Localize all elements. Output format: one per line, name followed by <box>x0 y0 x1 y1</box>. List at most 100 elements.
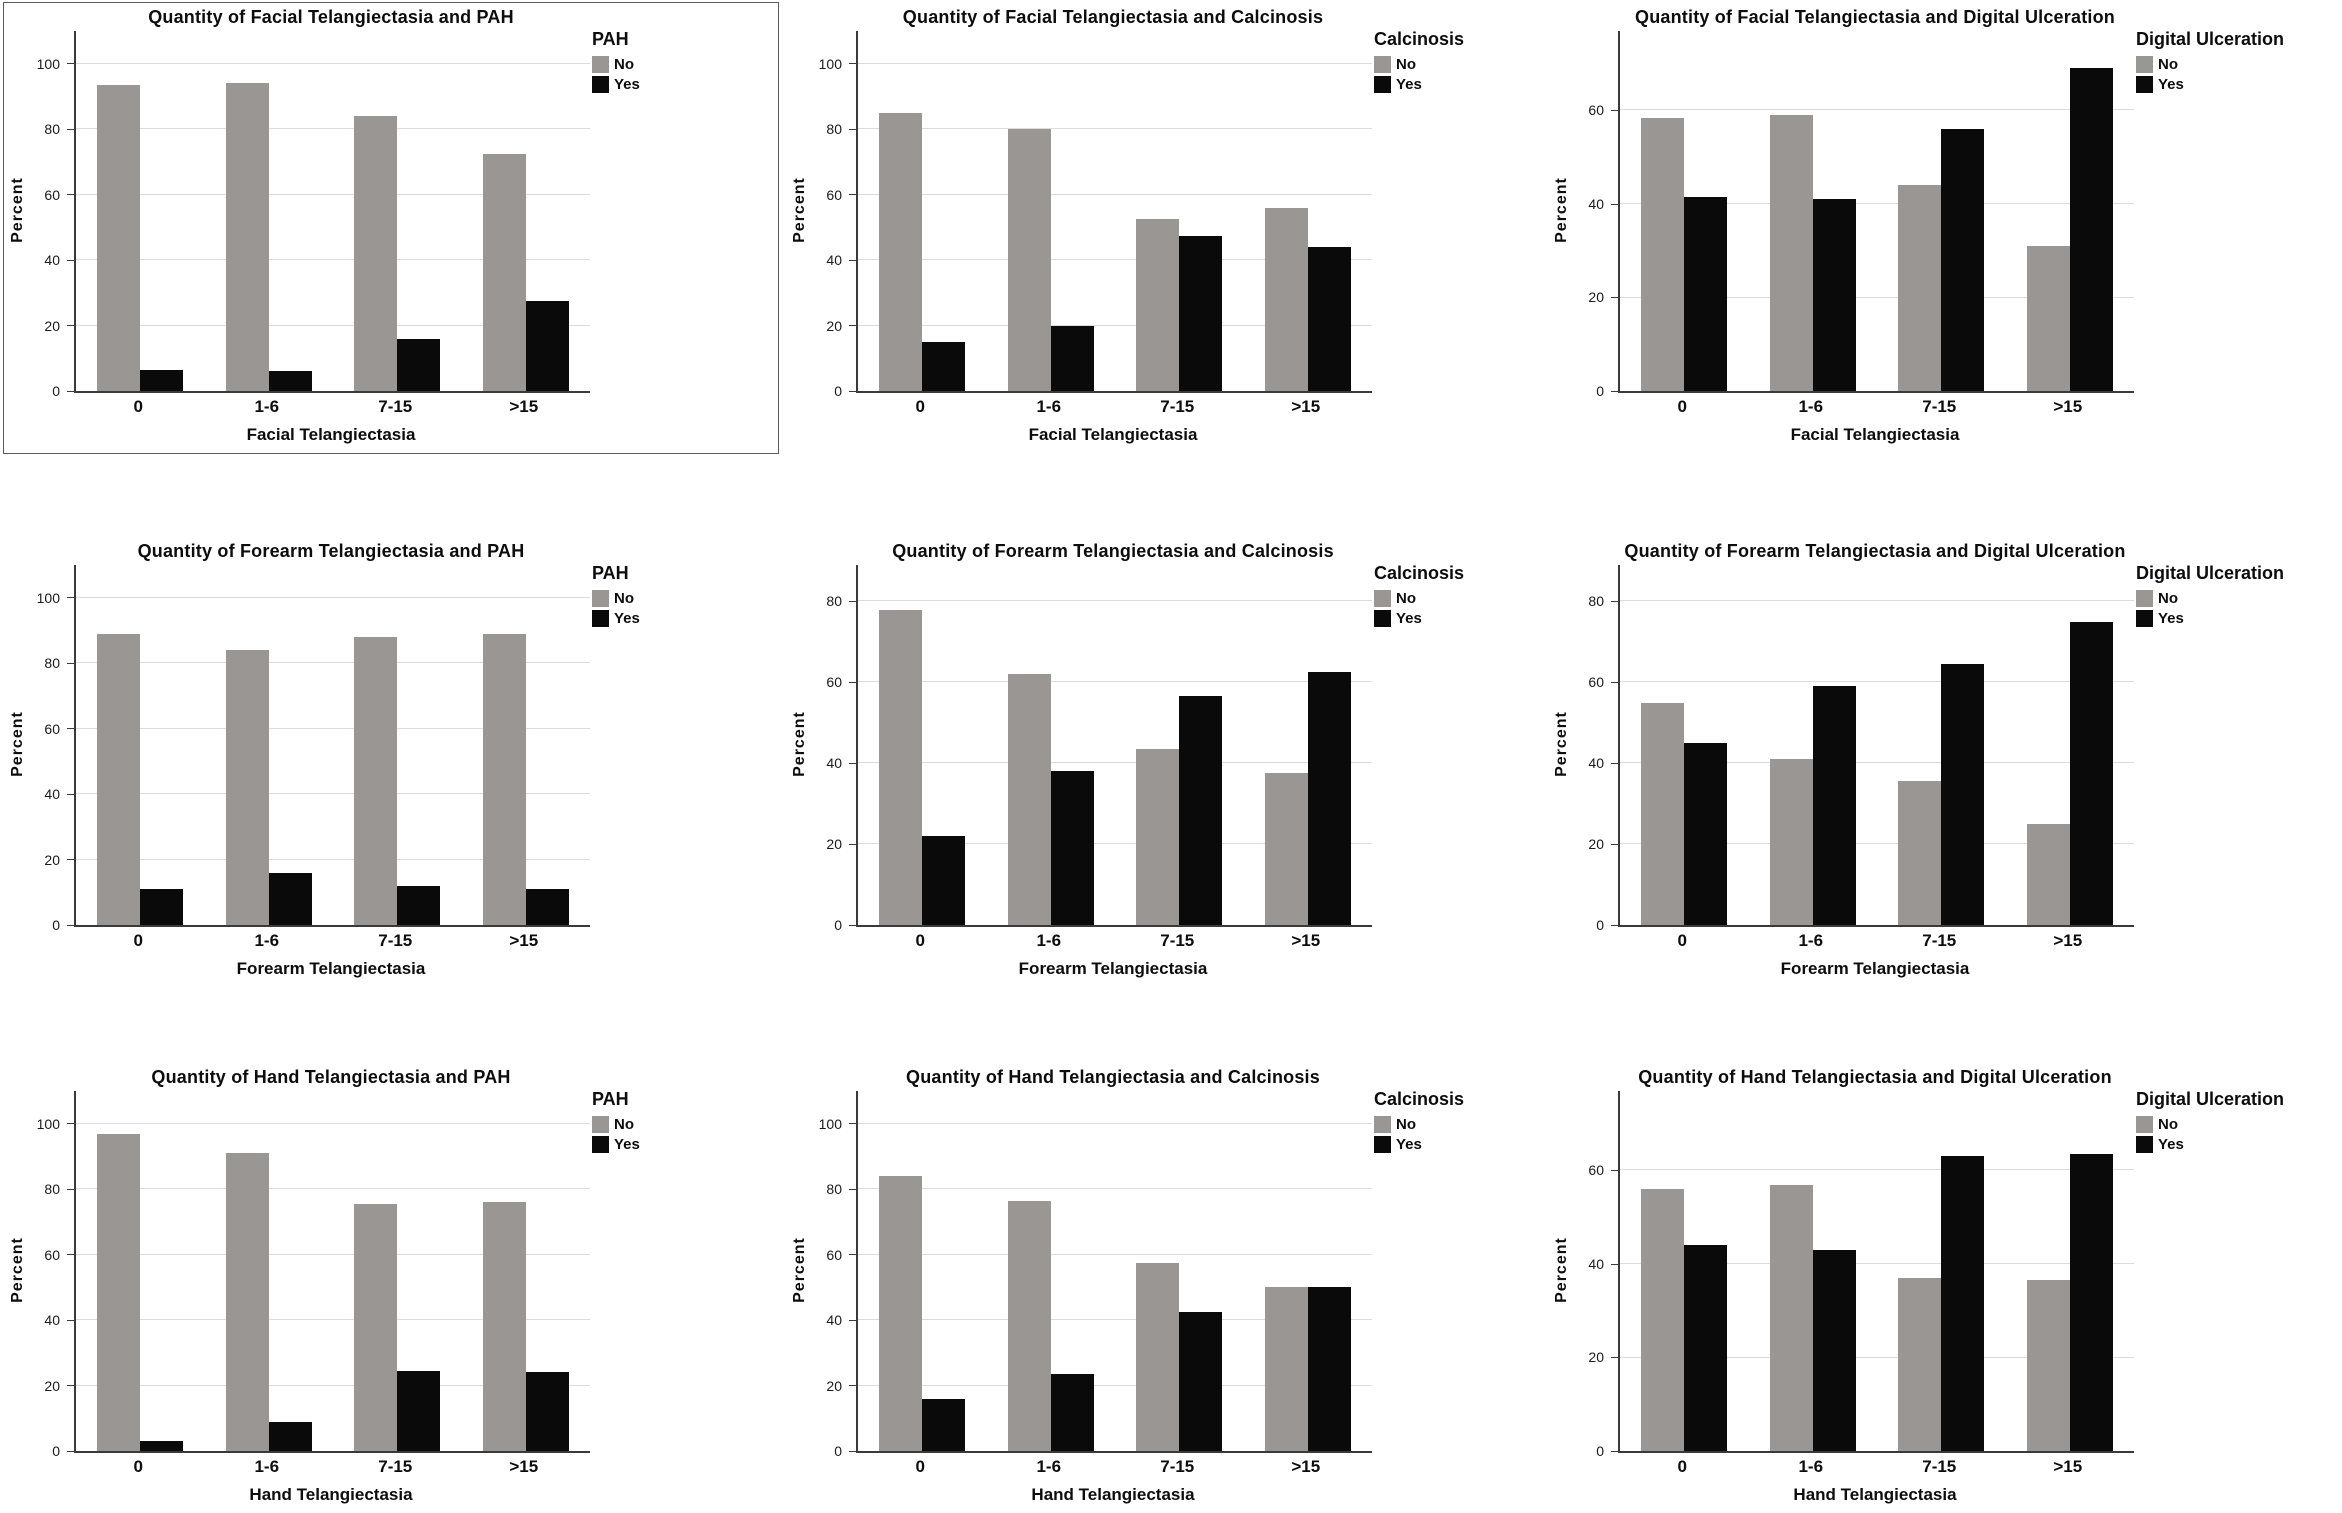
y-tick-mark <box>849 1319 856 1321</box>
bar-no-cat2 <box>1898 781 1942 925</box>
legend-item-no: No <box>1374 55 1524 73</box>
legend: PAH No Yes <box>592 563 742 630</box>
y-tick-label: 40 <box>1588 1255 1604 1272</box>
bar-no-cat1 <box>1769 115 1813 391</box>
x-category-label: 1-6 <box>1798 1457 1824 1476</box>
legend-item-label: Yes <box>614 1135 640 1153</box>
chart-title: Quantity of Hand Telangiectasia and PAH <box>151 1067 511 1087</box>
chart-panel: Quantity of Facial Telangiectasia and Ca… <box>786 3 1560 453</box>
y-tick-label: 80 <box>826 121 842 138</box>
gridline <box>858 843 1372 845</box>
bar-yes-cat2 <box>1179 235 1223 391</box>
x-category-label: 7-15 <box>1160 931 1195 950</box>
legend-items: No Yes <box>1374 55 1524 93</box>
x-axis-title: Forearm Telangiectasia <box>236 959 426 978</box>
y-tick-label: 40 <box>826 755 842 772</box>
gridline <box>76 324 590 326</box>
chart-title: Quantity of Hand Telangiectasia and Calc… <box>906 1067 1320 1087</box>
gridline <box>76 662 590 664</box>
chart-title: Quantity of Forearm Telangiectasia and P… <box>137 541 525 561</box>
x-tick-labels: 0 1-6 7-15 >15 <box>74 1457 588 1477</box>
legend-item-label: No <box>614 55 634 73</box>
legend-items: No Yes <box>592 1115 742 1153</box>
y-axis-title: Percent <box>791 177 808 243</box>
y-tick-label: 60 <box>44 186 60 203</box>
y-tick-label: 60 <box>1588 1162 1604 1179</box>
bar-yes-cat1 <box>1050 325 1094 391</box>
x-category-label: 0 <box>915 931 925 950</box>
x-category-label: >15 <box>2053 1457 2083 1476</box>
bar-yes-cat1 <box>1812 1249 1856 1451</box>
bar-no-cat2 <box>354 116 398 391</box>
chart-title: Quantity of Forearm Telangiectasia and C… <box>892 541 1334 561</box>
y-tick-label: 80 <box>826 593 842 610</box>
y-tick-mark <box>67 1450 74 1452</box>
y-tick-mark <box>849 924 856 926</box>
chart-title: Quantity of Facial Telangiectasia and Di… <box>1635 7 2115 27</box>
legend-item-yes: Yes <box>2136 1135 2286 1153</box>
chart-title: Quantity of Facial Telangiectasia and Ca… <box>902 7 1324 27</box>
bar-yes-cat3 <box>525 889 569 925</box>
x-category-label: >15 <box>509 1457 539 1476</box>
legend-swatch-yes <box>592 1135 609 1153</box>
y-tick-label: 40 <box>44 786 60 803</box>
bar-yes-cat0 <box>922 341 966 391</box>
y-tick-mark <box>67 259 74 261</box>
bar-no-cat3 <box>482 153 526 391</box>
legend-item-yes: Yes <box>2136 609 2286 627</box>
legend-swatch-yes <box>2136 75 2153 93</box>
legend: Digital Ulceration No Yes <box>2136 563 2286 630</box>
y-tick-label: 60 <box>1588 674 1604 691</box>
x-category-label: 0 <box>915 397 925 416</box>
bar-no-cat2 <box>1136 1262 1180 1451</box>
legend-items: No Yes <box>2136 55 2286 93</box>
x-category-label: >15 <box>1291 397 1321 416</box>
y-tick-mark <box>1611 1450 1618 1452</box>
legend-item-label: No <box>2158 1115 2178 1133</box>
x-tick-labels: 0 1-6 7-15 >15 <box>74 931 588 951</box>
legend-swatch-yes <box>592 609 609 627</box>
y-tick-mark <box>67 728 74 730</box>
bar-yes-cat3 <box>1307 672 1351 925</box>
bar-no-cat2 <box>1898 1278 1942 1451</box>
legend-item-label: Yes <box>2158 75 2184 93</box>
x-tick-labels: 0 1-6 7-15 >15 <box>856 397 1370 417</box>
x-category-label: 0 <box>133 1457 143 1476</box>
y-tick-label: 20 <box>826 1377 842 1394</box>
y-tick-mark <box>67 1188 74 1190</box>
y-tick-mark <box>67 793 74 795</box>
gridline <box>858 1384 1372 1386</box>
y-tick-label: 100 <box>818 55 842 72</box>
x-axis-title: Forearm Telangiectasia <box>1780 959 1970 978</box>
y-tick-label: 40 <box>1588 755 1604 772</box>
legend-title: Digital Ulceration <box>2136 1089 2285 1109</box>
y-tick-label: 20 <box>826 836 842 853</box>
y-tick-label: 0 <box>1596 917 1604 933</box>
y-tick-mark <box>67 1254 74 1256</box>
plot-area <box>67 1091 590 1453</box>
legend-items: No Yes <box>2136 589 2286 627</box>
legend: Calcinosis No Yes <box>1374 29 1524 96</box>
x-axis-title: Hand Telangiectasia <box>249 1485 413 1504</box>
y-tick-mark <box>1611 1357 1618 1358</box>
y-tick-mark <box>67 924 74 926</box>
x-tick-labels: 0 1-6 7-15 >15 <box>856 1457 1370 1477</box>
chart-panel: Quantity of Hand Telangiectasia and PAH … <box>4 1063 778 1513</box>
y-tick-mark <box>849 194 856 196</box>
y-tick-mark <box>67 1123 74 1125</box>
y-tick-mark <box>67 390 74 392</box>
legend-item-label: Yes <box>1396 609 1422 627</box>
gridline <box>1620 1263 2134 1264</box>
gridline <box>858 1122 1372 1124</box>
gridline <box>76 727 590 729</box>
chart-panel: Quantity of Forearm Telangiectasia and D… <box>1548 537 2322 987</box>
y-tick-mark <box>67 1385 74 1387</box>
bar-yes-cat2 <box>1941 1156 1985 1451</box>
legend-item-label: No <box>1396 1115 1416 1133</box>
bar-yes-cat3 <box>2069 1154 2113 1451</box>
bar-no-cat1 <box>225 650 269 925</box>
gridline <box>76 1253 590 1255</box>
x-category-label: 0 <box>133 397 143 416</box>
y-tick-mark <box>1611 109 1618 111</box>
